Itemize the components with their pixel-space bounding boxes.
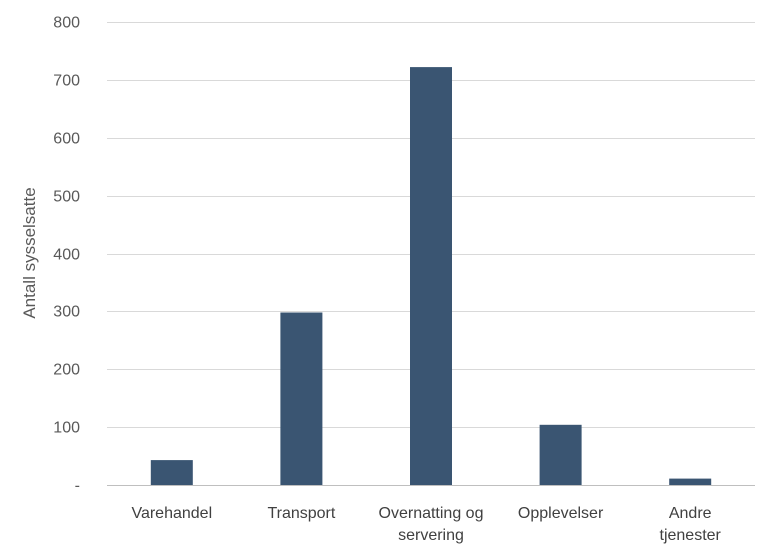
x-axis-labels: Varehandel Transport Overnatting og serveri… (131, 505, 721, 544)
y-tick-label: 600 (53, 131, 80, 148)
bar (410, 67, 452, 485)
y-axis-title: Antall sysselsatte (20, 187, 39, 318)
bar (150, 460, 193, 485)
bar (539, 424, 582, 485)
y-tick-label: - (75, 478, 80, 495)
y-axis-ticks: - 100 200 300 400 500 600 700 800 (53, 15, 80, 495)
x-category-label: Andre tjenester (660, 505, 722, 544)
bar (669, 478, 712, 485)
x-category-label: Transport (267, 505, 335, 522)
y-tick-label: 700 (53, 73, 80, 90)
bar (280, 312, 323, 485)
y-tick-label: 100 (53, 420, 80, 437)
x-category-label: Opplevelser (518, 505, 604, 522)
x-category-label: Varehandel (131, 505, 212, 522)
y-tick-label: 500 (53, 189, 80, 206)
y-tick-label: 800 (53, 15, 80, 32)
y-tick-label: 400 (53, 247, 80, 264)
bars (150, 67, 712, 485)
x-category-label: Overnatting og servering (379, 505, 484, 544)
y-tick-label: 200 (53, 362, 80, 379)
y-tick-label: 300 (53, 304, 80, 321)
